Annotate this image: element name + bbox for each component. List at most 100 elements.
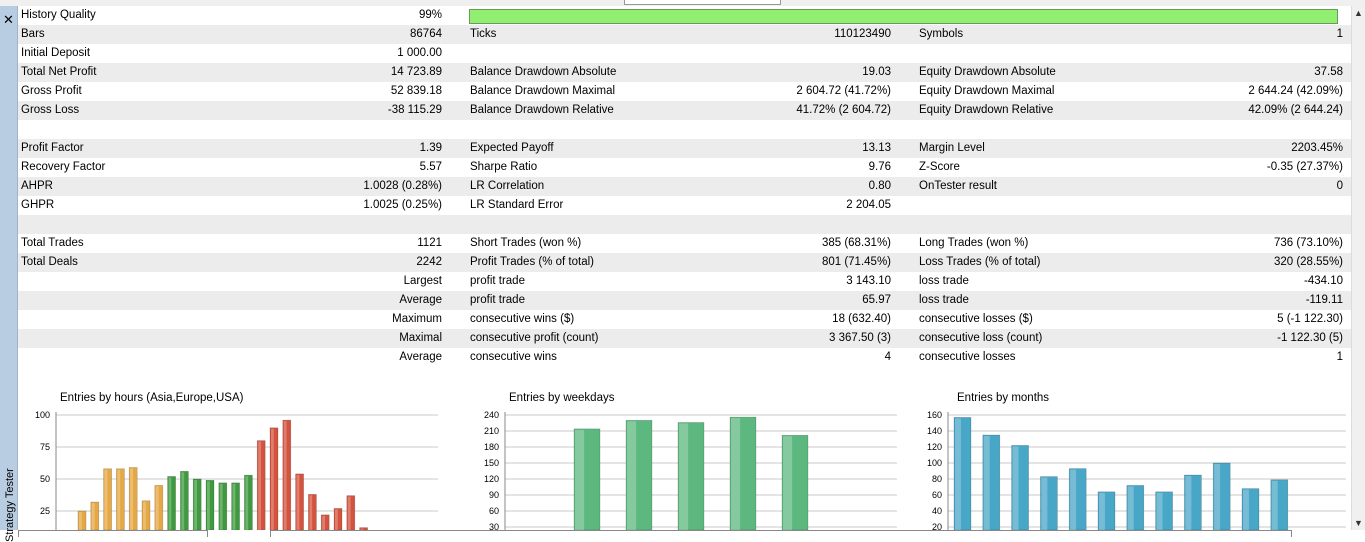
stats-row: Maximal consecutive profit (count) 3 367.5… [18, 329, 1352, 348]
y-tick-label: 60 [489, 506, 499, 516]
stats-row: GHPR 1.0025 (0.25%) LR Standard Error 2 204… [18, 196, 1352, 215]
chart-bar-highlight [117, 469, 121, 530]
stats-cell-v2: 4 [884, 351, 891, 363]
y-tick-label: 90 [489, 490, 499, 500]
chart-bar [180, 471, 189, 530]
stats-cell-v3: 1 [1336, 351, 1343, 363]
stats-cell-v3: -1 122.30 (5) [1277, 332, 1343, 344]
chart-bar [625, 420, 653, 530]
stats-row: Recovery Factor 5.57 Sharpe Ratio 9.76 Z-Sco… [18, 158, 1352, 177]
y-tick-label: 25 [40, 506, 50, 516]
chart-bar [333, 508, 343, 530]
y-tick-label: 60 [932, 490, 942, 500]
stats-cell-v2: 2 604.72 (41.72%) [796, 85, 891, 97]
stats-row: Average profit trade 65.97 loss trade -119.1… [18, 291, 1352, 310]
stats-cell-l3: consecutive losses [919, 351, 1016, 363]
stats-cell-l2: Balance Drawdown Maximal [470, 85, 616, 97]
stats-cell-v1: Largest [403, 275, 442, 287]
stats-cell-l1: AHPR [21, 180, 53, 192]
chart-bar [116, 468, 125, 530]
close-icon[interactable]: ✕ [3, 12, 14, 27]
chart-bar [1212, 462, 1231, 530]
chart-bar [346, 495, 356, 530]
chart-bar-highlight [1127, 486, 1134, 530]
vertical-scrollbar[interactable]: ▲ ▼ [1351, 6, 1365, 530]
report-content: History Quality 99% Bars 86764 Ticks 110123… [18, 6, 1352, 537]
stats-cell-v1: 14 723.89 [390, 66, 442, 78]
stats-cell-l1: Total Net Profit [21, 66, 97, 78]
chart-bar-highlight [309, 495, 313, 530]
top-tab-edge [624, 0, 781, 5]
chart-bar-highlight [271, 428, 274, 530]
chart-bar-highlight [1243, 489, 1249, 530]
y-tick-label: 20 [932, 522, 942, 530]
chart-bar-highlight [91, 503, 95, 530]
chart-bar-highlight [983, 436, 990, 530]
stats-cell-v3: 1 [1336, 28, 1343, 40]
stats-cell-l2: Profit Trades (% of total) [470, 256, 594, 268]
stats-cell-v1: 86764 [410, 28, 442, 40]
stats-row: Total Net Profit 14 723.89 Balance Drawdow… [18, 63, 1352, 82]
y-tick-label: 40 [932, 506, 942, 516]
y-tick-label: 80 [932, 474, 942, 484]
stats-cell-v1: 1.0028 (0.28%) [363, 180, 442, 192]
chart-bar-highlight [627, 421, 637, 530]
stats-cell-l2: LR Standard Error [470, 199, 564, 211]
chart-bar-highlight [360, 528, 364, 530]
chart-bar [141, 500, 151, 530]
chart-bar [1068, 468, 1087, 530]
chart-bar-highlight [258, 441, 261, 530]
stats-cell-l2: profit trade [470, 294, 525, 306]
chart-bar-highlight [731, 418, 741, 530]
chart-bar [1097, 491, 1116, 530]
stats-cell-v1: Average [399, 294, 442, 306]
y-tick-label: 100 [927, 458, 942, 468]
stats-cell-l1: Profit Factor [21, 142, 84, 154]
chart-bar-highlight [783, 436, 793, 530]
stats-row: Average consecutive wins 4 consecutive loss… [18, 348, 1352, 367]
chart-bar-highlight [335, 509, 338, 530]
bottom-tab-left[interactable] [18, 530, 208, 537]
chart-bar-highlight [296, 474, 300, 530]
stats-cell-v3: 42.09% (2 644.24) [1248, 104, 1343, 116]
chart-bar-highlight [955, 418, 961, 530]
chart-bar [128, 467, 138, 530]
chart-bar-highlight [232, 483, 236, 530]
chart-bar [1126, 485, 1145, 530]
chart-bar-highlight [1099, 492, 1105, 530]
stats-cell-v3: -119.11 [1305, 294, 1343, 306]
stats-cell-v2: 19.03 [862, 66, 891, 78]
stats-cell-v2: 3 367.50 (3) [828, 332, 891, 344]
y-tick-label: 240 [484, 410, 499, 420]
chart-months-title: Entries by months [957, 392, 1050, 404]
stats-row: Gross Loss -38 115.29 Balance Drawdown Rel… [18, 101, 1352, 120]
scroll-up-icon[interactable]: ▲ [1354, 8, 1363, 18]
stats-cell-v3: 0 [1336, 180, 1343, 192]
stats-cell-l3: loss trade [919, 275, 969, 287]
stats-cell-v3: 37.58 [1314, 66, 1343, 78]
stats-cell-v2: 9.76 [868, 161, 891, 173]
chart-hours-title: Entries by hours (Asia,Europe,USA) [60, 392, 244, 404]
stats-cell-v3: 5 (-1 122.30) [1277, 313, 1343, 325]
stats-cell-l2: Balance Drawdown Absolute [470, 66, 617, 78]
stats-cell-v1: Maximum [392, 313, 442, 325]
charts-area: Entries by hours (Asia,Europe,USA) 100 75… [18, 390, 1352, 530]
scroll-down-icon[interactable]: ▼ [1354, 518, 1363, 528]
stats-cell-v1: Average [399, 351, 442, 363]
chart-bar [1155, 491, 1173, 530]
chart-bar-highlight [322, 515, 325, 530]
y-tick-label: 160 [927, 410, 942, 420]
chart-weekdays-title: Entries by weekdays [509, 392, 615, 404]
history-quality-bar [469, 9, 1338, 24]
bottom-tab-right[interactable] [270, 530, 1292, 537]
chart-bar-highlight [1271, 480, 1278, 530]
chart-hours: Entries by hours (Asia,Europe,USA) 100 75… [18, 390, 458, 530]
stats-cell-l2: profit trade [470, 275, 525, 287]
stats-cell-v3: 2203.45% [1291, 142, 1343, 154]
chart-bar-highlight [283, 421, 287, 530]
chart-bar [781, 434, 809, 530]
chart-bar-highlight [181, 472, 185, 530]
chart-bar-highlight [155, 486, 159, 530]
history-quality-value: 99% [418, 9, 442, 21]
stats-cell-v2: 0.80 [868, 180, 891, 192]
